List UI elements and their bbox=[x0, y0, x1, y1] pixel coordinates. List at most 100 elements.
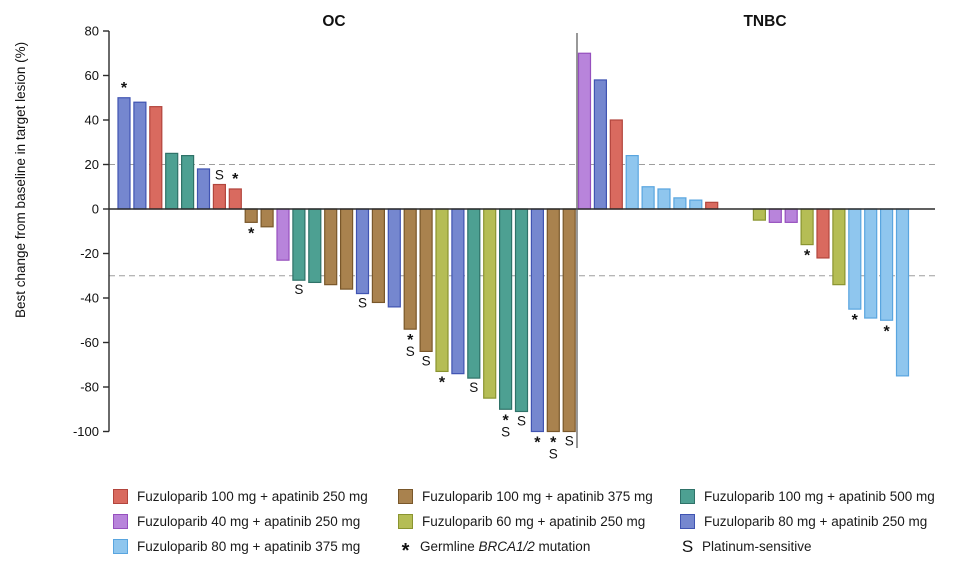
bar bbox=[530, 208, 545, 433]
bar bbox=[895, 208, 910, 377]
y-axis-tick-label: -100 bbox=[73, 424, 99, 439]
legend-column: Fuzuloparib 100 mg + apatinib 375 mg Fuzu… bbox=[398, 484, 653, 562]
bar bbox=[768, 208, 782, 223]
y-axis-tick-label: 20 bbox=[85, 157, 99, 172]
legend-item-fz100_ap250: Fuzuloparib 100 mg + apatinib 250 mg bbox=[113, 484, 368, 509]
legend-swatch-fz80_ap375 bbox=[113, 539, 128, 554]
bar bbox=[181, 155, 195, 210]
bar bbox=[371, 208, 385, 304]
bar bbox=[784, 208, 798, 223]
bar bbox=[514, 208, 529, 413]
bar bbox=[832, 208, 846, 286]
legend-swatch-fz60_ap250 bbox=[398, 514, 413, 529]
y-axis-tick-label: 0 bbox=[92, 202, 99, 217]
brca-mutation-asterisk: * bbox=[248, 225, 255, 242]
platinum-sensitive-s: S bbox=[294, 282, 303, 297]
legend-swatch-fz40_ap250 bbox=[113, 514, 128, 529]
bar bbox=[864, 208, 878, 319]
bar bbox=[212, 183, 226, 210]
platinum-sensitive-s: S bbox=[406, 344, 415, 359]
legend-label: Fuzuloparib 100 mg + apatinib 375 mg bbox=[422, 489, 653, 504]
brca-mutation-asterisk: * bbox=[883, 323, 890, 340]
bar bbox=[593, 79, 608, 210]
legend-item-fz60_ap250: Fuzuloparib 60 mg + apatinib 250 mg bbox=[398, 509, 653, 534]
bar bbox=[228, 188, 242, 210]
legend-label: Fuzuloparib 60 mg + apatinib 250 mg bbox=[422, 514, 646, 529]
bar bbox=[848, 208, 862, 310]
bar bbox=[816, 208, 830, 259]
bar bbox=[546, 208, 560, 433]
bar bbox=[641, 186, 655, 210]
legend-label: Fuzuloparib 80 mg + apatinib 250 mg bbox=[704, 514, 928, 529]
panel-title-tnbc: TNBC bbox=[743, 13, 786, 30]
legend-item-fz100_ap375: Fuzuloparib 100 mg + apatinib 375 mg bbox=[398, 484, 653, 509]
legend-item-fz100_ap500: Fuzuloparib 100 mg + apatinib 500 mg bbox=[680, 484, 935, 509]
legend-label: Germline BRCA1/2 mutation bbox=[420, 539, 591, 554]
bar bbox=[340, 208, 354, 290]
platinum-sensitive-s: S bbox=[565, 434, 574, 449]
platinum-sensitive-s: S bbox=[469, 380, 478, 395]
bar bbox=[308, 208, 322, 284]
bar bbox=[451, 208, 465, 375]
platinum-sensitive-s: S bbox=[549, 447, 558, 462]
brca-mutation-asterisk: * bbox=[534, 435, 541, 452]
s-symbol: S bbox=[681, 537, 694, 556]
bar bbox=[609, 119, 623, 210]
platinum-sensitive-s: S bbox=[501, 424, 510, 439]
legend-swatch-fz100_ap500 bbox=[680, 489, 695, 504]
bar bbox=[355, 208, 370, 295]
bar bbox=[705, 201, 719, 210]
bar bbox=[483, 208, 497, 399]
asterisk-symbol: * bbox=[401, 539, 410, 562]
bar bbox=[324, 208, 338, 286]
bar bbox=[133, 101, 147, 210]
bar bbox=[149, 106, 163, 210]
brca-mutation-asterisk: * bbox=[407, 332, 414, 349]
brca-mutation-asterisk: * bbox=[502, 412, 509, 429]
bar bbox=[879, 208, 894, 321]
bar bbox=[673, 197, 687, 210]
y-axis-tick-label: -20 bbox=[80, 246, 99, 261]
brca-mutation-asterisk: * bbox=[121, 80, 128, 97]
bar-annotations: *S **SS*SS* S*SS* *SS*** bbox=[121, 80, 891, 462]
platinum-sensitive-s: S bbox=[422, 353, 431, 368]
bar bbox=[292, 208, 306, 281]
legend-label: Platinum-sensitive bbox=[702, 539, 812, 554]
legend-column: Fuzuloparib 100 mg + apatinib 250 mg Fuzu… bbox=[113, 484, 368, 559]
legend-item-brca-mutation: * Germline BRCA1/2 mutation bbox=[398, 534, 653, 562]
brca-mutation-asterisk: * bbox=[852, 312, 859, 329]
legend-swatch-fz80_ap250 bbox=[680, 514, 695, 529]
bar bbox=[562, 208, 576, 433]
axes: 80 60 40 20 0 -20 -40 -60 -80 -100 bbox=[73, 24, 935, 448]
brca-mutation-asterisk: * bbox=[232, 171, 239, 188]
legend-item-fz80_ap375: Fuzuloparib 80 mg + apatinib 375 mg bbox=[113, 534, 368, 559]
panel-title-oc: OC bbox=[322, 13, 345, 30]
bar bbox=[260, 208, 274, 228]
legend-label: Fuzuloparib 100 mg + apatinib 250 mg bbox=[137, 489, 368, 504]
brca-mutation-asterisk: * bbox=[550, 435, 557, 452]
legend: Fuzuloparib 100 mg + apatinib 250 mg Fuzu… bbox=[0, 484, 976, 574]
bar bbox=[276, 208, 290, 261]
legend-item-fz40_ap250: Fuzuloparib 40 mg + apatinib 250 mg bbox=[113, 509, 368, 534]
brca-mutation-asterisk: * bbox=[439, 374, 446, 391]
waterfall-chart: Best change from baseline in target lesi… bbox=[13, 13, 935, 462]
bar bbox=[689, 199, 703, 210]
legend-swatch-fz100_ap375 bbox=[398, 489, 413, 504]
legend-label: Fuzuloparib 40 mg + apatinib 250 mg bbox=[137, 514, 361, 529]
bar bbox=[625, 155, 639, 210]
y-axis-tick-label: 40 bbox=[85, 113, 99, 128]
y-axis-tick-label: 60 bbox=[85, 68, 99, 83]
legend-swatch-fz100_ap250 bbox=[113, 489, 128, 504]
bar bbox=[467, 208, 481, 379]
bar bbox=[419, 208, 433, 352]
bar bbox=[435, 208, 449, 373]
legend-item-platinum-sensitive: S Platinum-sensitive bbox=[680, 534, 935, 559]
bar bbox=[244, 208, 258, 223]
bar bbox=[499, 208, 513, 410]
bar bbox=[387, 208, 401, 308]
legend-label: Fuzuloparib 100 mg + apatinib 500 mg bbox=[704, 489, 935, 504]
bar bbox=[165, 152, 179, 210]
bar bbox=[577, 52, 592, 210]
bar bbox=[196, 168, 211, 210]
